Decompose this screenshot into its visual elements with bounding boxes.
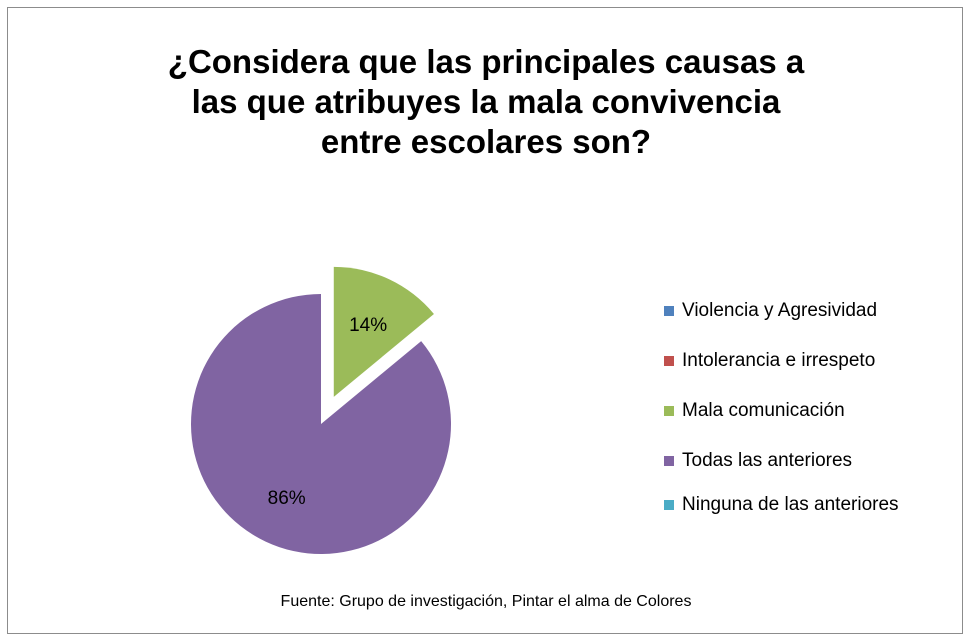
legend-item-mala-comunicacion: Mala comunicación	[664, 399, 845, 423]
legend-item-ninguna: Ninguna de las anteriores	[664, 493, 899, 517]
legend-swatch	[664, 306, 674, 316]
legend-item-violencia: Violencia y Agresividad	[664, 299, 877, 323]
legend-label: Violencia y Agresividad	[682, 300, 878, 321]
legend-label: Ninguna de las anteriores	[682, 494, 899, 515]
chart-title: ¿Considera que las principales causas a …	[167, 43, 805, 160]
legend-item-intolerancia: Intolerancia e irrespeto	[664, 349, 875, 373]
source-note: Fuente: Grupo de investigación, Pintar e…	[280, 593, 692, 610]
chart-frame: ¿Considera que las principales causas a …	[7, 7, 963, 634]
legend-swatch	[664, 456, 674, 466]
pie-slice-2	[333, 266, 434, 397]
legend-swatch	[664, 500, 674, 510]
legend-label: Todas las anteriores	[682, 450, 853, 471]
slice-label-3: 86%	[268, 488, 306, 509]
slice-label-2: 14%	[349, 315, 387, 336]
pie-slice-3	[190, 294, 451, 554]
pie-chart: 14% 86%	[190, 266, 451, 554]
legend-label: Intolerancia e irrespeto	[682, 350, 876, 371]
legend-swatch	[664, 356, 674, 366]
legend-item-todas: Todas las anteriores	[664, 449, 852, 473]
legend-label: Mala comunicación	[682, 400, 845, 421]
legend-swatch	[664, 406, 674, 416]
